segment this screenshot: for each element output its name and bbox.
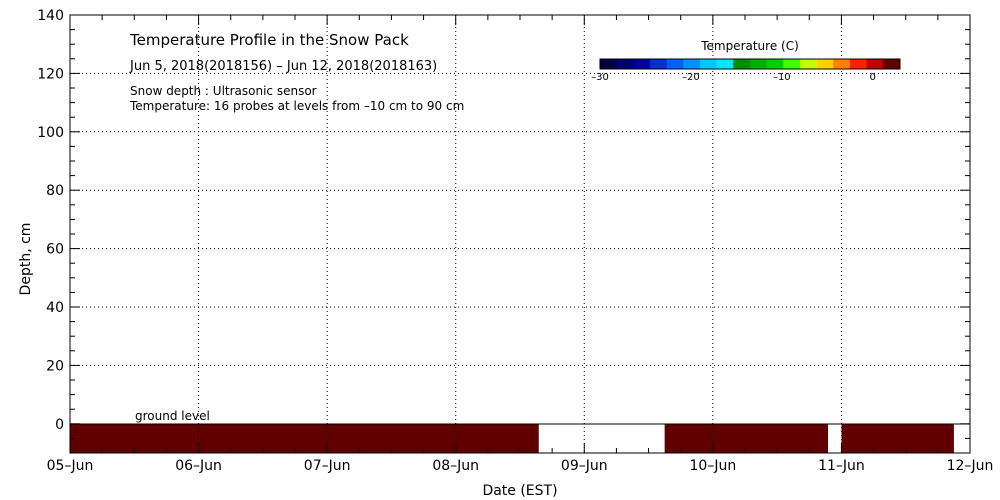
- y-tick-label: 80: [46, 183, 64, 199]
- x-tick-label: 09–Jun: [561, 458, 608, 474]
- colorbar-cell: [616, 59, 634, 69]
- y-tick-label: 40: [46, 300, 64, 316]
- annotation-snow-depth: Snow depth : Ultrasonic sensor: [130, 84, 317, 98]
- colorbar-frame: [599, 58, 901, 70]
- x-tick-labels: 05–Jun 06–Jun 07–Jun 08–Jun 09–Jun 10–Jun 11–J…: [47, 458, 994, 474]
- y-tick-label: 0: [55, 417, 64, 433]
- colorbar-cell: [783, 59, 801, 69]
- y-axis-label: Depth, cm: [18, 223, 34, 296]
- y-tick-label: 140: [37, 8, 64, 24]
- colorbar-title: Temperature (C): [700, 39, 799, 53]
- ground-level-label: ground level: [135, 409, 210, 423]
- colorbar-tick-labels: –30 –20 –10 0: [591, 72, 876, 83]
- colorbar-cell: [683, 59, 701, 69]
- y-tick-label: 100: [37, 125, 64, 141]
- x-tick-label: 05–Jun: [47, 458, 94, 474]
- y-tick-labels: 0 20 40 60 80 100 120 140: [37, 8, 64, 433]
- colorbar-tick-label: 0: [870, 72, 876, 83]
- grid-lines: [70, 15, 970, 453]
- chart-subtitle: Jun 5, 2018(2018156) – Jun 12, 2018(2018…: [129, 59, 437, 74]
- x-axis-label: Date (EST): [482, 483, 557, 499]
- colorbar-cell: [833, 59, 851, 69]
- colorbar: Temperature (C) –30 –20 –10 0: [591, 39, 901, 83]
- x-tick-label: 08–Jun: [432, 458, 479, 474]
- x-tick-label: 10–Jun: [690, 458, 737, 474]
- chart-title: Temperature Profile in the Snow Pack: [129, 31, 409, 49]
- colorbar-cell: [850, 59, 868, 69]
- x-tick-label: 11–Jun: [818, 458, 865, 474]
- colorbar-tick-label: –20: [682, 72, 700, 83]
- colorbar-cell: [733, 59, 751, 69]
- temperature-segments: [70, 423, 954, 453]
- colorbar-cell: [800, 59, 818, 69]
- colorbar-cell: [666, 59, 684, 69]
- colorbar-cell: [750, 59, 768, 69]
- colorbar-cell: [766, 59, 784, 69]
- annotation-temperature: Temperature: 16 probes at levels from –1…: [129, 99, 464, 113]
- temperature-segment-1: [70, 423, 539, 453]
- colorbar-cell: [600, 59, 618, 69]
- colorbar-tick-label: –10: [773, 72, 791, 83]
- temperature-segment-2: [664, 423, 829, 453]
- y-tick-label: 20: [46, 358, 64, 374]
- x-tick-label: 06–Jun: [175, 458, 222, 474]
- x-tick-label: 07–Jun: [304, 458, 351, 474]
- plot-frame: [69, 14, 971, 454]
- colorbar-cell: [700, 59, 718, 69]
- colorbar-cell: [650, 59, 668, 69]
- temperature-segment-3: [841, 423, 954, 453]
- colorbar-cell: [866, 59, 884, 69]
- axis-ticks: [69, 14, 971, 454]
- x-tick-label: 12–Jun: [947, 458, 994, 474]
- y-tick-label: 120: [37, 66, 64, 82]
- colorbar-cell: [633, 59, 651, 69]
- colorbar-tick-label: –30: [591, 72, 609, 83]
- colorbar-cell: [816, 59, 834, 69]
- colorbar-cell: [883, 59, 901, 69]
- colorbar-cells: [600, 59, 901, 69]
- y-tick-label: 60: [46, 242, 64, 258]
- colorbar-cell: [716, 59, 734, 69]
